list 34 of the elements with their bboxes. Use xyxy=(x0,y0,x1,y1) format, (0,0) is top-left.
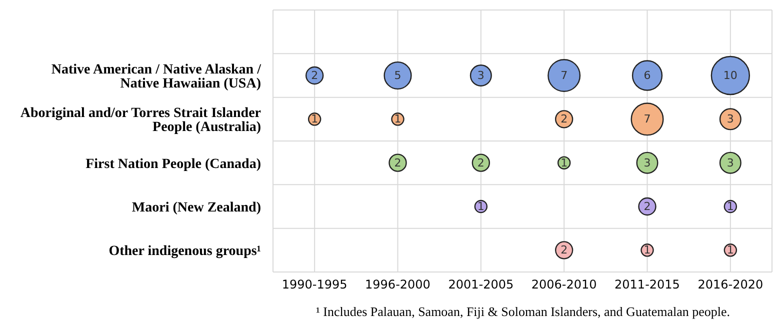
data-label: 1 xyxy=(726,200,734,213)
data-label: 2 xyxy=(560,244,568,257)
data-label: 3 xyxy=(726,156,734,170)
data-label: 6 xyxy=(644,69,651,82)
data-label: 1 xyxy=(644,244,651,257)
data-label: 1 xyxy=(477,200,484,213)
data-label: 3 xyxy=(726,112,734,126)
data-label: 10 xyxy=(723,69,738,82)
x-tick-label: 2006-2010 xyxy=(531,278,597,292)
text: ¹ Includes Palauan, Samoan, Fiji & Soloman Islanders, and Guatemalan people. xyxy=(314,304,732,320)
data-label: 2 xyxy=(394,156,402,170)
data-label: 2 xyxy=(560,112,568,126)
data-label: 5 xyxy=(394,69,402,82)
data-label: 2 xyxy=(644,200,651,213)
x-tick-label: 1996-2000 xyxy=(365,278,430,292)
x-tick-label: 2016-2020 xyxy=(698,278,764,292)
y-tick-label: First Nation People (Canada) xyxy=(86,156,262,172)
x-tick-label: 2001-2005 xyxy=(448,278,514,292)
x-tick-label: 2011-2015 xyxy=(614,278,680,292)
data-label: 2 xyxy=(477,156,484,170)
data-label: 1 xyxy=(394,112,402,126)
data-label: 3 xyxy=(477,69,484,82)
data-label: 3 xyxy=(644,156,651,170)
data-label: 1 xyxy=(560,156,568,170)
data-label: 7 xyxy=(644,112,651,126)
y-tick-label: Native American / Native Alaskan / Native Hawaiian (USA) xyxy=(51,62,262,92)
y-tick-label: Maori (New Zealand) xyxy=(132,200,262,216)
x-tick-label: 1990-1995 xyxy=(282,278,348,292)
y-tick-label: Aboriginal and/or Torres Strait Islander People (Australia) xyxy=(20,106,262,136)
data-label: 2 xyxy=(311,69,318,82)
data-label: 7 xyxy=(560,69,568,82)
y-tick-label: Other indigenous groups¹ xyxy=(108,244,261,260)
data-label: 1 xyxy=(311,112,318,126)
data-label: 1 xyxy=(726,244,734,257)
